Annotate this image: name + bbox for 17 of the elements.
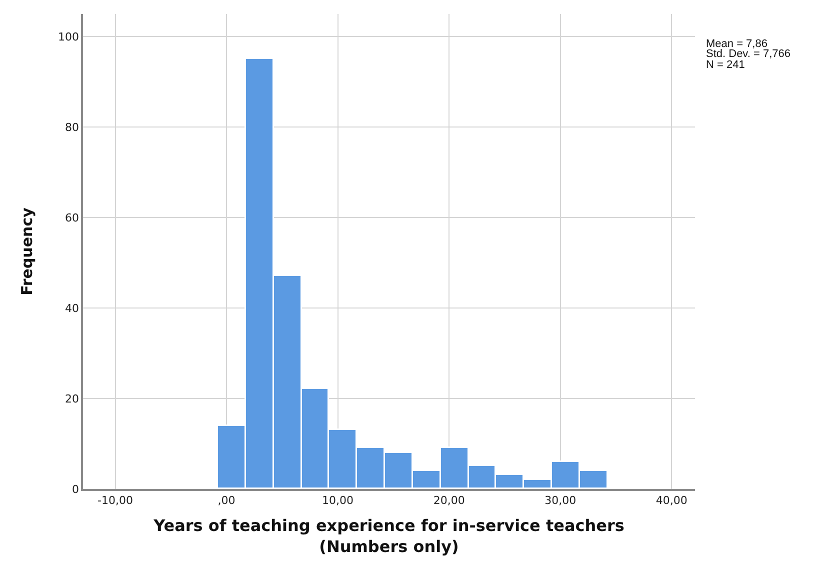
text: Mean = 7,86 (706, 38, 768, 50)
text: Std. Dev. = 7,766 (706, 48, 790, 60)
y-tick-label: 0 (72, 482, 80, 496)
y-tick-label: 20 (65, 392, 80, 406)
y-tick-label: 40 (65, 302, 80, 315)
x-tick-label: 10,00 (322, 494, 354, 507)
x-tick-label: 20,00 (433, 494, 465, 507)
x-tick-label: 40,00 (656, 494, 688, 507)
x-tick-label: 30,00 (544, 494, 576, 507)
y-tick-label: 100 (58, 30, 80, 44)
x-tick-label: -10,00 (98, 494, 134, 507)
x-axis-title: Years of teaching experience for in-service teachers (Numbers only) (152, 516, 624, 556)
y-tick-label: 80 (65, 120, 80, 134)
y-axis-title: Frequency (18, 207, 36, 296)
text: N = 241 (706, 59, 745, 71)
y-tick-label: 60 (65, 211, 80, 224)
x-tick-label: ,00 (218, 494, 236, 507)
